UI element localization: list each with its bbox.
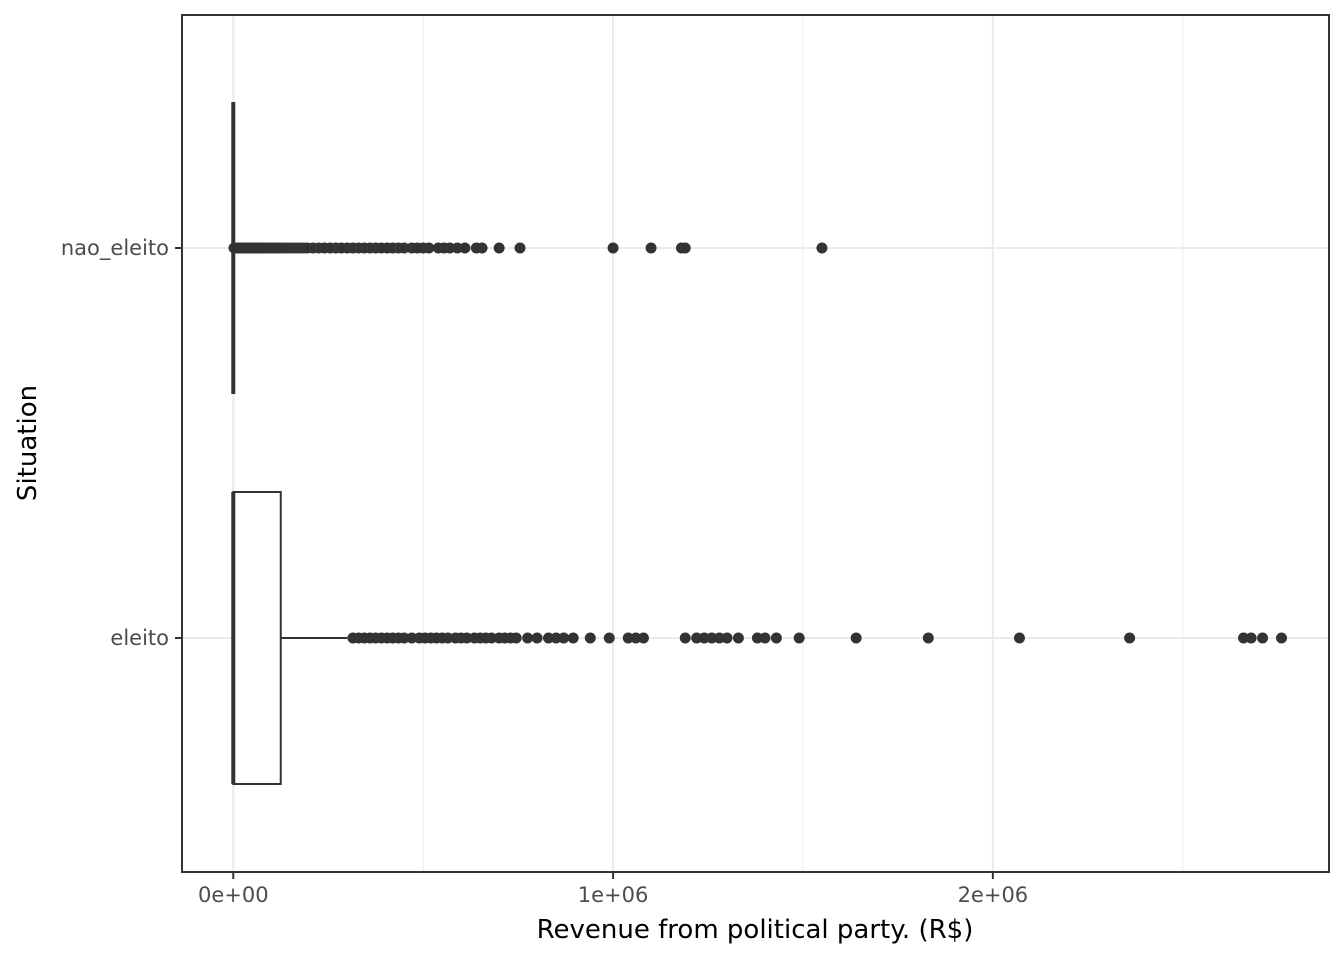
outlier-point-eleito xyxy=(698,632,710,644)
outlier-point-nao_eleito xyxy=(607,242,619,254)
outlier-point-eleito xyxy=(759,632,771,644)
outlier-point-nao_eleito xyxy=(444,242,456,254)
outlier-point-eleito xyxy=(406,632,418,644)
plot-panel-border xyxy=(181,14,1330,873)
outlier-point-nao_eleito xyxy=(476,242,488,254)
plot-panel-background xyxy=(182,15,1329,872)
outlier-point-nao_eleito xyxy=(398,242,410,254)
outlier-point-nao_eleito xyxy=(816,242,828,254)
outlier-point-eleito xyxy=(922,632,934,644)
outlier-point-eleito xyxy=(442,632,454,644)
outlier-point-eleito xyxy=(550,632,562,644)
outlier-point-nao_eleito xyxy=(645,242,657,254)
outlier-point-eleito xyxy=(770,632,782,644)
outlier-point-eleito xyxy=(510,632,522,644)
x-tick-label: 0e+00 xyxy=(198,883,269,907)
outlier-point-eleito xyxy=(622,632,634,644)
outlier-point-eleito xyxy=(751,632,763,644)
outlier-point-eleito xyxy=(584,632,596,644)
outlier-point-eleito xyxy=(558,632,570,644)
outlier-point-eleito xyxy=(706,632,718,644)
outlier-point-eleito xyxy=(531,632,543,644)
outlier-point-eleito xyxy=(691,632,703,644)
outlier-point-eleito xyxy=(630,632,642,644)
outlier-point-nao_eleito xyxy=(679,242,691,254)
outlier-point-nao_eleito xyxy=(451,242,463,254)
chart-marks xyxy=(228,102,1288,785)
x-axis-title: Revenue from political party. (R$) xyxy=(537,915,974,945)
outlier-point-eleito xyxy=(543,632,555,644)
outlier-point-eleito xyxy=(793,632,805,644)
x-tick-label: 1e+06 xyxy=(578,883,649,907)
box-eleito xyxy=(232,491,282,785)
x-tick-label: 2e+06 xyxy=(958,883,1029,907)
outlier-point-eleito xyxy=(567,632,579,644)
outlier-point-eleito xyxy=(1013,632,1025,644)
outlier-point-eleito xyxy=(461,632,473,644)
outlier-point-eleito xyxy=(1238,632,1250,644)
y-axis-title: Situation xyxy=(13,385,43,501)
outlier-point-nao_eleito xyxy=(459,242,471,254)
outlier-point-eleito xyxy=(721,632,733,644)
y-tick-label: eleito xyxy=(110,626,169,650)
outlier-point-eleito xyxy=(1276,632,1288,644)
y-tick-label: nao_eleito xyxy=(61,236,169,261)
outlier-point-eleito xyxy=(1257,632,1269,644)
outlier-point-nao_eleito xyxy=(514,242,526,254)
outlier-point-eleito xyxy=(486,632,498,644)
outlier-point-eleito xyxy=(1124,632,1136,644)
outlier-point-eleito xyxy=(1245,632,1257,644)
outlier-point-eleito xyxy=(522,632,534,644)
outlier-point-eleito xyxy=(679,632,691,644)
outlier-point-eleito xyxy=(713,632,725,644)
outlier-point-eleito xyxy=(398,632,410,644)
outlier-point-eleito xyxy=(603,632,615,644)
outlier-point-nao_eleito xyxy=(423,242,435,254)
outlier-point-eleito xyxy=(732,632,744,644)
outlier-point-nao_eleito xyxy=(493,242,505,254)
outlier-point-eleito xyxy=(637,632,649,644)
axes: 0e+00 1e+06 2e+06 eleito nao_eleito xyxy=(61,236,1028,907)
outlier-point-eleito xyxy=(850,632,862,644)
